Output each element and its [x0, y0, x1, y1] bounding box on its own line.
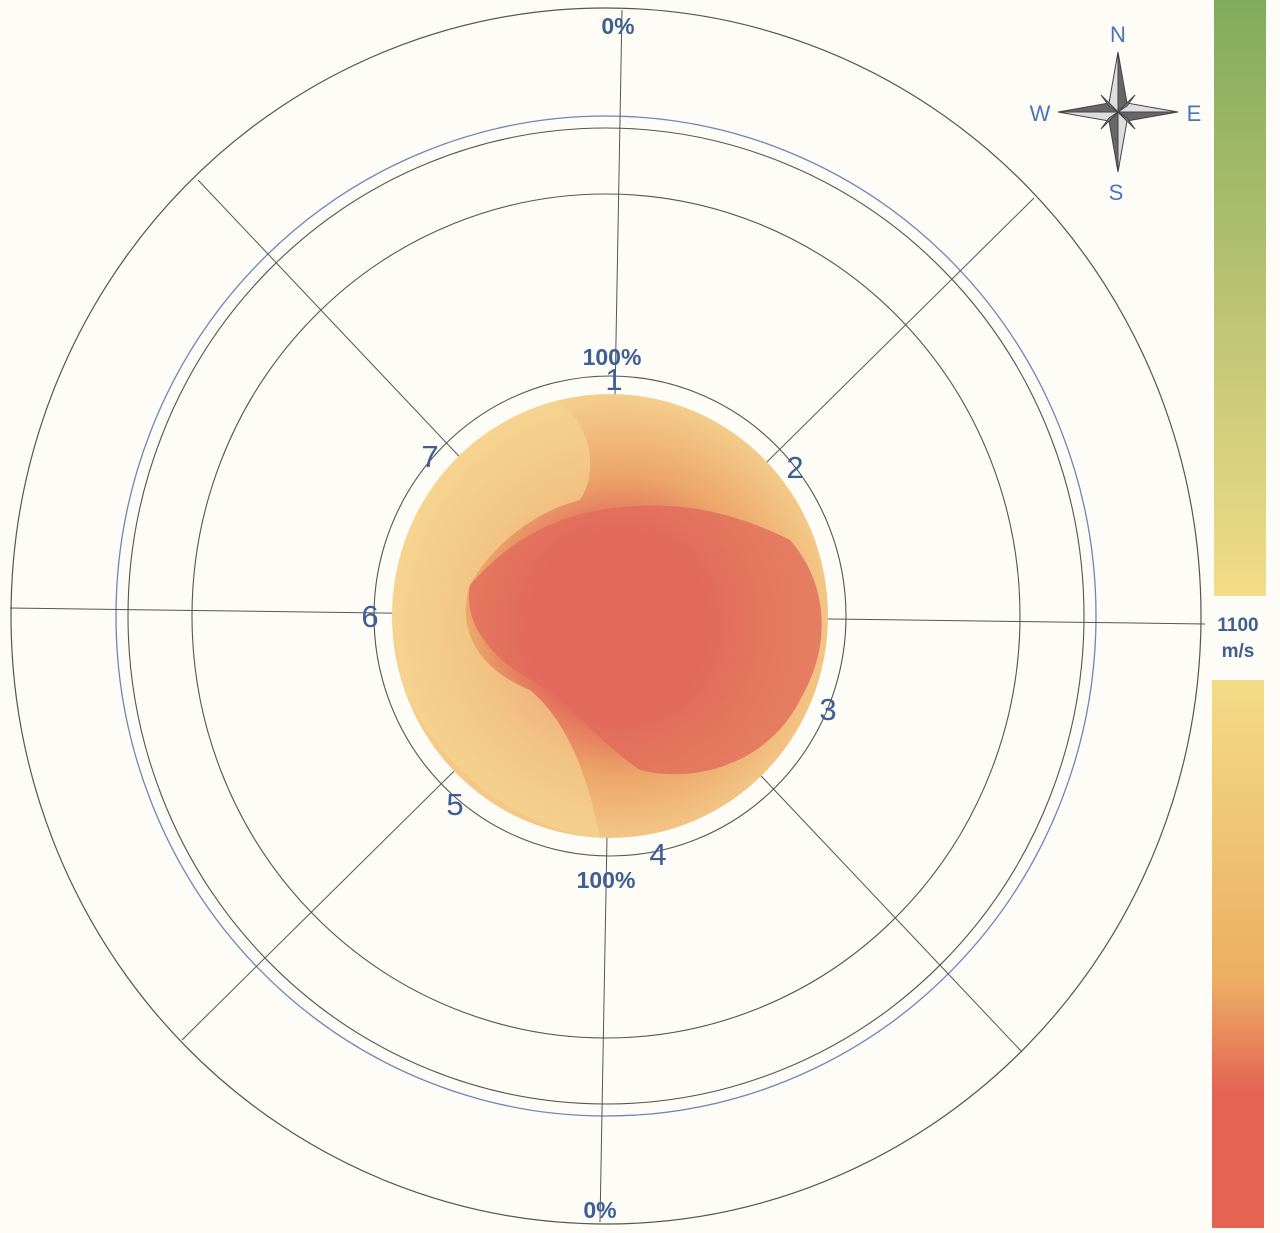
compass-west-label: W	[1030, 101, 1051, 126]
compass-east-label: E	[1187, 101, 1202, 126]
compass-star-icon	[1057, 51, 1179, 173]
label-top-inner: 100%	[583, 344, 642, 370]
color-scale-top-bar	[1214, 0, 1266, 596]
velocity-tomogram	[392, 394, 828, 838]
ring-3	[127, 127, 1085, 1105]
tomogram-low-zone	[392, 400, 600, 838]
compass-south-label: S	[1109, 180, 1124, 205]
label-bottom-inner: 100%	[577, 867, 636, 893]
compass-rose: N S E W	[1030, 22, 1202, 205]
sensor-label-1: 1	[605, 362, 622, 397]
tomogram-high-zone	[468, 505, 822, 775]
compass-north-label: N	[1110, 22, 1126, 47]
grid-rings	[10, 7, 1202, 1225]
label-bottom-outer: 0%	[583, 1197, 616, 1223]
sensor-label-2: 2	[786, 450, 803, 485]
sensor-label-5: 5	[446, 787, 463, 822]
ring-blue	[115, 115, 1097, 1117]
sensor-label-7: 7	[421, 439, 438, 474]
ring-trunk	[373, 375, 847, 857]
sensor-label-3: 3	[819, 692, 836, 727]
ring-outer	[10, 7, 1202, 1225]
sensor-label-4: 4	[649, 837, 666, 872]
color-scale-bottom-bar	[1212, 680, 1264, 1228]
label-top-outer: 0%	[601, 13, 634, 39]
ring-4	[191, 193, 1021, 1039]
sensor-labels: 1 2 3 4 5 6 7	[361, 362, 836, 872]
velocity-color-scale: 1100 m/s	[1212, 0, 1266, 1228]
sensor-label-6: 6	[361, 599, 378, 634]
color-scale-value: 1100	[1217, 615, 1258, 636]
color-scale-unit: m/s	[1222, 641, 1255, 662]
